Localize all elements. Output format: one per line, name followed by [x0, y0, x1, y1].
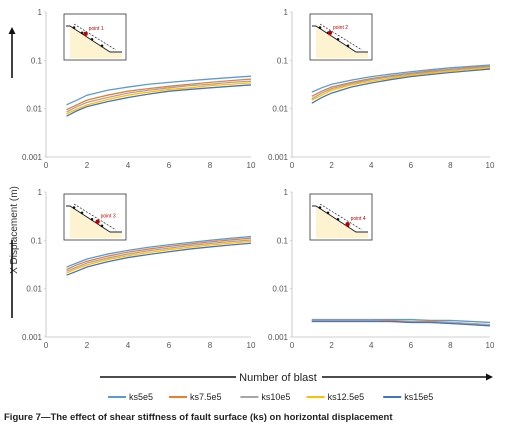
x-tick-label: 2 — [329, 161, 334, 170]
x-tick-label: 8 — [448, 341, 453, 350]
monitor-point-marker — [345, 222, 350, 227]
x-tick-label: 8 — [448, 161, 453, 170]
legend-label: ks7.5e5 — [190, 392, 222, 402]
series-line-ks7-5e5-panel-2 — [311, 65, 491, 97]
inset-point-label: point 4 — [351, 216, 366, 222]
x-tick-label: 10 — [247, 161, 256, 170]
x-tick-label: 2 — [329, 341, 334, 350]
series-line-ks12-5e5-panel-2 — [311, 67, 491, 101]
y-tick-label: 0.01 — [26, 105, 42, 114]
y-tick-label: 0.1 — [277, 236, 289, 245]
x-tick-label: 8 — [208, 341, 213, 350]
inset-slope-diagram: point 3 — [63, 193, 127, 241]
series-line-ks12-5e5-panel-3 — [66, 240, 252, 274]
legend: ks5e5 ks7.5e5 ks10e5 ks12.5e5 ks15e5 — [108, 392, 433, 402]
series-line-ks15e5-panel-2 — [311, 68, 491, 104]
x-tick-label: 4 — [369, 341, 374, 350]
x-tick-label: 2 — [85, 161, 90, 170]
inset-point-label: point 2 — [333, 25, 348, 31]
y-tick-label: 1 — [38, 188, 43, 197]
series-line-ks5e5-panel-4 — [311, 318, 491, 324]
x-tick-label: 4 — [369, 161, 374, 170]
x-tick-label: 0 — [290, 161, 295, 170]
x-tick-label: 6 — [409, 161, 414, 170]
figure-caption: Figure 7—The effect of shear stiffness o… — [4, 412, 393, 423]
x-tick-label: 4 — [126, 341, 131, 350]
legend-item-ks10e5: ks10e5 — [240, 392, 290, 402]
series-line-ks15e5-panel-1 — [66, 84, 252, 117]
series-line-ks7-5e5-panel-1 — [66, 78, 252, 111]
y-tick-label: 1 — [38, 8, 43, 17]
y-tick-label: 0.01 — [272, 105, 288, 114]
y-tick-label: 0.001 — [268, 333, 289, 342]
series-line-ks5e5-panel-2 — [311, 64, 491, 93]
series-line-ks15e5-panel-3 — [66, 242, 252, 276]
series-line-ks15e5-panel-4 — [311, 320, 491, 327]
monitor-point-marker — [327, 30, 333, 35]
inset-slope-diagram: point 4 — [309, 193, 373, 241]
y-tick-label: 0.1 — [277, 56, 289, 65]
x-tick-label: 6 — [409, 341, 414, 350]
legend-label: ks5e5 — [129, 392, 153, 402]
legend-label: ks10e5 — [261, 392, 290, 402]
series-line-ks10e5-panel-2 — [311, 66, 491, 100]
y-tick-label: 0.01 — [26, 285, 42, 294]
series-line-ks10e5-panel-3 — [66, 239, 252, 272]
series-line-ks5e5-panel-3 — [66, 235, 252, 268]
x-tick-label: 4 — [126, 161, 131, 170]
inset-slope-diagram: point 2 — [309, 13, 373, 61]
monitor-point-marker — [95, 219, 100, 224]
inset-point-label: point 3 — [101, 214, 116, 220]
y-tick-label: 0.001 — [22, 153, 43, 162]
y-tick-label: 0.001 — [268, 153, 289, 162]
legend-item-ks7-5e5: ks7.5e5 — [169, 392, 222, 402]
y-tick-label: 0.01 — [272, 285, 288, 294]
legend-item-ks15e5: ks15e5 — [383, 392, 433, 402]
legend-label: ks15e5 — [404, 392, 433, 402]
x-tick-label: 10 — [247, 341, 256, 350]
y-tick-label: 0.1 — [31, 56, 43, 65]
y-tick-label: 0.1 — [31, 236, 43, 245]
y-tick-label: 1 — [284, 8, 289, 17]
x-axis-label: Number of blast — [239, 372, 317, 384]
y-tick-label: 0.001 — [22, 333, 43, 342]
x-tick-label: 6 — [167, 341, 172, 350]
legend-item-ks5e5: ks5e5 — [108, 392, 153, 402]
y-axis-label: X Displacement (m) — [9, 186, 20, 274]
legend-label: ks12.5e5 — [328, 392, 365, 402]
x-tick-label: 0 — [290, 341, 295, 350]
x-tick-label: 6 — [167, 161, 172, 170]
x-tick-label: 2 — [85, 341, 90, 350]
y-tick-label: 1 — [284, 188, 289, 197]
inset-point-label: point 1 — [89, 26, 104, 32]
x-tick-label: 10 — [486, 161, 495, 170]
x-tick-label: 8 — [208, 161, 213, 170]
inset-slope-diagram: point 1 — [63, 13, 127, 61]
x-tick-label: 0 — [44, 341, 49, 350]
x-tick-label: 10 — [486, 341, 495, 350]
x-tick-label: 0 — [44, 161, 49, 170]
monitor-point-marker — [83, 31, 88, 37]
series-line-ks7-5e5-panel-3 — [66, 237, 252, 271]
legend-item-ks12-5e5: ks12.5e5 — [306, 392, 365, 402]
series-line-ks10e5-panel-1 — [66, 80, 252, 113]
series-line-ks12-5e5-panel-1 — [66, 82, 252, 115]
series-line-ks5e5-panel-1 — [66, 75, 252, 106]
